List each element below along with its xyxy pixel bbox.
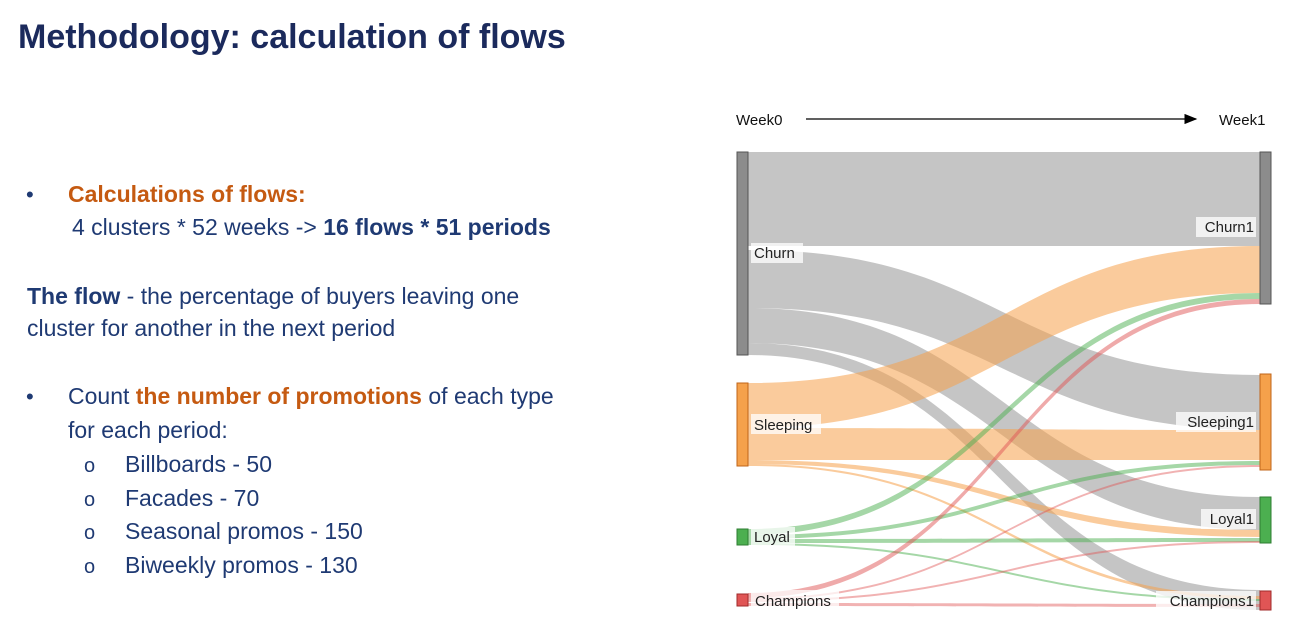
flow-sleeping-sleeping1 — [748, 428, 1260, 460]
label-sleeping1: Sleeping1 — [1187, 414, 1254, 431]
label-churn1: Churn1 — [1205, 219, 1254, 236]
flow-loyal-churn1 — [748, 293, 1260, 535]
flow-champions-loyal1 — [748, 541, 1260, 602]
flow-churn-churn1 — [748, 152, 1260, 246]
bullet-2-line1: Count the number of promotions of each t… — [68, 383, 554, 410]
bullet-2-line2: for each period: — [68, 417, 228, 443]
node-churn1 — [1259, 151, 1272, 305]
bullet-2-marker: • — [26, 384, 34, 409]
label-loyal1: Loyal1 — [1210, 511, 1254, 528]
flow-definition-line2: cluster for another in the next period — [27, 315, 396, 341]
flow-definition-line1: The flow - the percentage of buyers leav… — [27, 283, 519, 310]
source-nodes — [736, 151, 749, 607]
promo-seasonal: Seasonal promos - 150 — [125, 518, 363, 544]
clusters-weeks-text: 4 clusters * 52 weeks -> — [72, 214, 324, 240]
node-champions — [736, 593, 749, 607]
node-sleeping — [736, 382, 749, 467]
each-type-text: of each type — [421, 383, 554, 409]
sub-bullet-marker: o — [84, 522, 96, 544]
node-champions1 — [1259, 590, 1272, 611]
flow-sleeping-churn1 — [748, 246, 1260, 428]
label-sleeping: Sleeping — [754, 417, 812, 434]
flow-loyal-loyal1 — [748, 538, 1260, 543]
node-loyal — [736, 528, 749, 546]
flow-champions-champions1 — [748, 603, 1260, 607]
promo-billboards: Billboards - 50 — [125, 451, 273, 477]
week0-label: Week0 — [736, 112, 782, 129]
promotions-highlight: the number of promotions — [135, 383, 422, 409]
sankey-flows — [748, 152, 1260, 610]
week1-label: Week1 — [1219, 112, 1265, 129]
flow-definition-rest: - the percentage of buyers leaving one — [120, 283, 520, 309]
flow-churn-loyal1 — [748, 308, 1260, 530]
node-labels: Churn Sleeping Loyal Champions Churn1 Sl… — [751, 217, 1256, 611]
promo-biweekly: Biweekly promos - 130 — [125, 552, 358, 578]
node-churn — [736, 151, 749, 356]
sub-bullet-marker: o — [84, 489, 96, 511]
sub-bullet-marker: o — [84, 556, 96, 578]
slide-title: Methodology: calculation of flows — [18, 18, 566, 56]
sub-bullet-marker: o — [84, 455, 96, 477]
count-text: Count — [68, 383, 136, 409]
label-champions1: Champions1 — [1170, 593, 1254, 610]
flows-heading: Calculations of flows: — [68, 181, 306, 207]
flows-periods-text: 16 flows * 51 periods — [323, 214, 551, 240]
bullet-1-heading: Calculations of flows: — [68, 181, 306, 208]
node-sleeping1 — [1259, 373, 1272, 471]
node-loyal1 — [1259, 496, 1272, 544]
flow-definition-term: The flow — [27, 283, 121, 309]
promo-facades: Facades - 70 — [125, 485, 260, 511]
flow-loyal-champions1 — [748, 543, 1260, 601]
bullet-1-body: 4 clusters * 52 weeks -> 16 flows * 51 p… — [72, 214, 551, 241]
bullet-1-marker: • — [26, 182, 34, 207]
target-nodes — [1259, 151, 1272, 611]
flow-champions-sleeping1 — [748, 465, 1260, 600]
flow-sleeping-champions1 — [748, 464, 1260, 599]
flow-churn-champions1 — [748, 343, 1260, 610]
flow-champions-churn1 — [748, 299, 1260, 598]
label-churn: Churn — [754, 245, 795, 262]
label-champions: Champions — [755, 593, 831, 610]
flow-loyal-sleeping1 — [748, 461, 1260, 539]
label-loyal: Loyal — [754, 529, 790, 546]
